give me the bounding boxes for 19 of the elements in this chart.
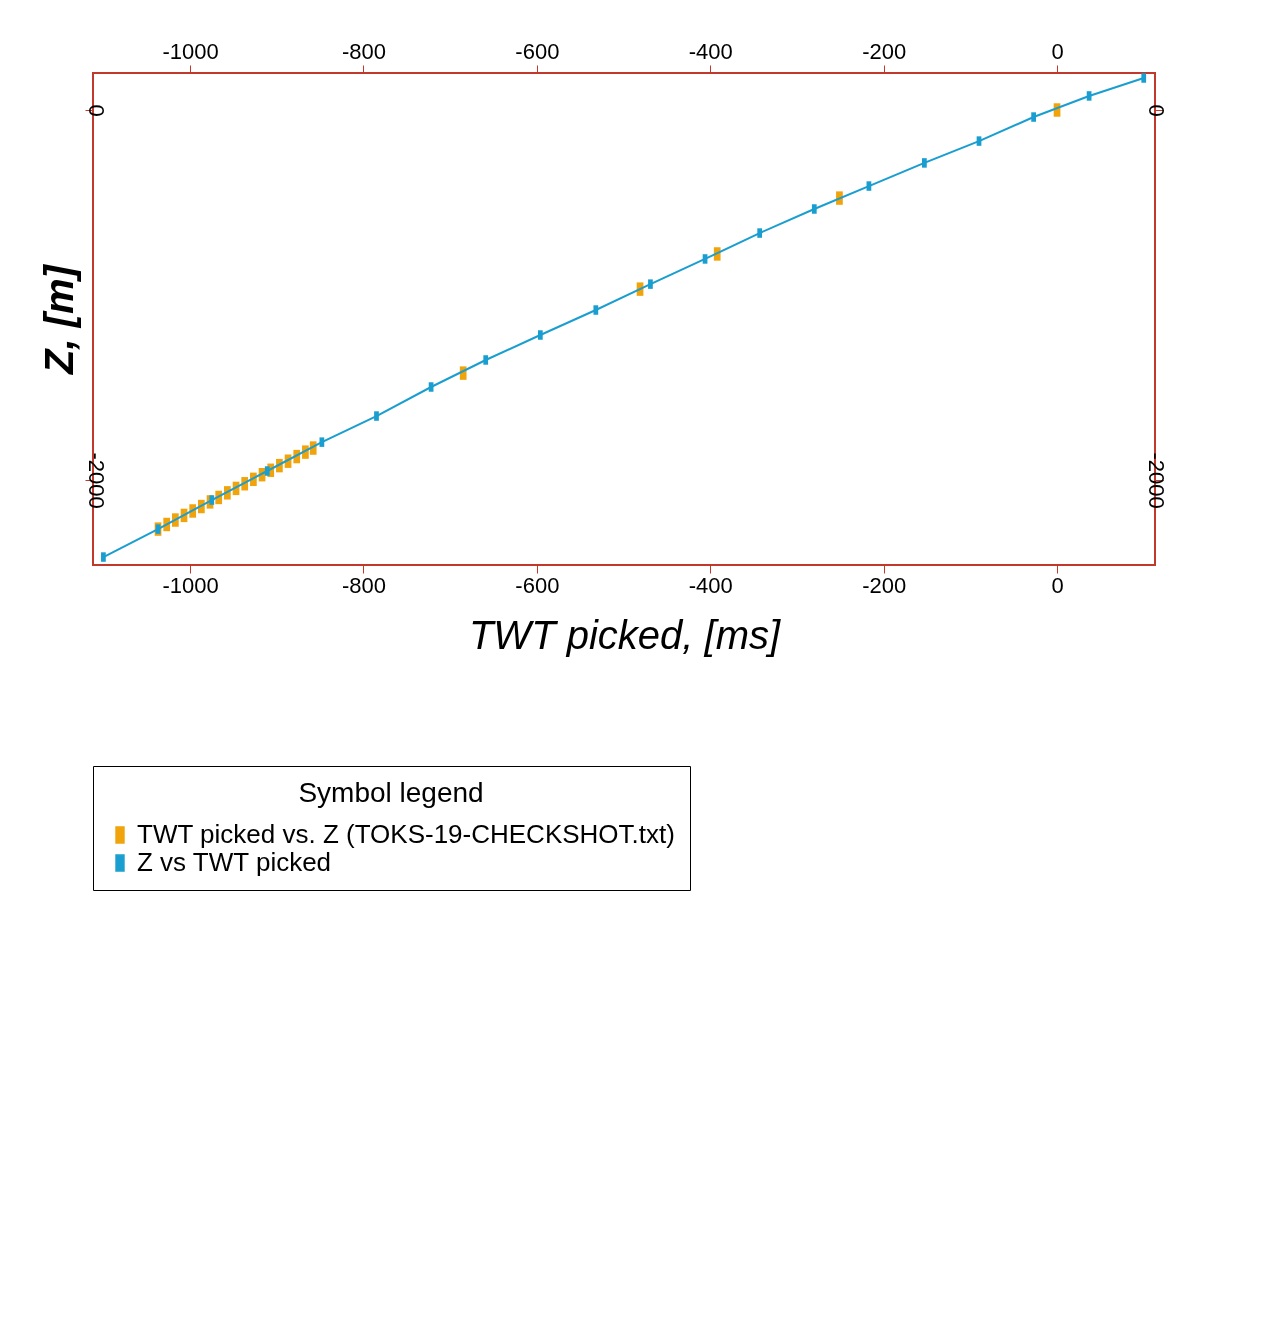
- x-tick-label: -1000: [162, 572, 219, 598]
- x2-tick-label: -1000: [162, 38, 219, 64]
- legend-label: Z vs TWT picked: [137, 847, 332, 877]
- y2-tick-label: -2000: [1143, 452, 1169, 509]
- x-tick-label: -200: [862, 572, 907, 598]
- x2-tick-label: -200: [862, 38, 907, 64]
- x-tick-label: -600: [515, 572, 560, 598]
- x-tick-label: -800: [341, 572, 387, 598]
- x-axis-title: TWT picked, [ms]: [468, 612, 781, 657]
- legend-label: TWT picked vs. Z (TOKS-19-CHECKSHOT.txt): [137, 819, 675, 849]
- x2-tick-label: -600: [515, 38, 560, 64]
- x2-tick-label: 0: [1051, 38, 1064, 64]
- x2-tick-label: -400: [688, 38, 733, 64]
- y-axis-title: Z, [m]: [36, 263, 81, 375]
- x-tick-label: -400: [688, 572, 733, 598]
- legend-title: Symbol legend: [298, 777, 484, 808]
- x2-tick-label: -800: [341, 38, 387, 64]
- x-tick-label: 0: [1051, 572, 1064, 598]
- y2-tick-label: 0: [1143, 104, 1169, 117]
